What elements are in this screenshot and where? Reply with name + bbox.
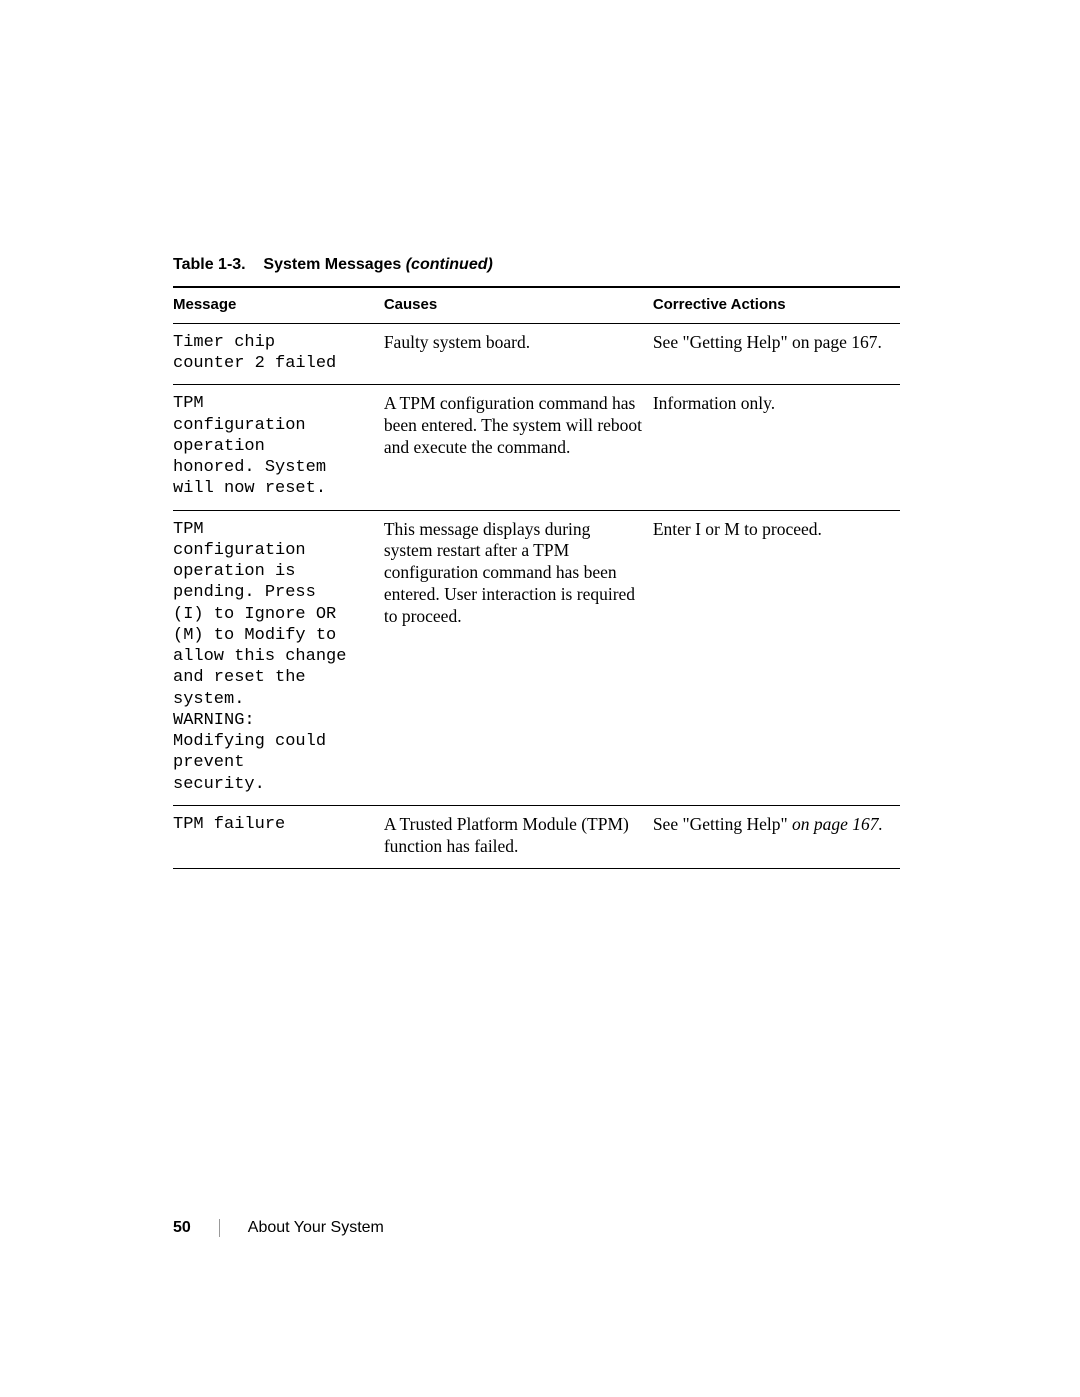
- action-italic: on page 167.: [792, 814, 883, 834]
- action-text: Enter I or M to proceed.: [653, 519, 822, 539]
- cell-cause: This message displays during system rest…: [384, 510, 653, 805]
- system-messages-table: Message Causes Corrective Actions Timer …: [173, 286, 900, 869]
- page: Table 1-3. System Messages (continued) M…: [0, 0, 1080, 1397]
- page-footer: 50 About Your System: [173, 1219, 384, 1237]
- table-row: TPM configuration operation is pending. …: [173, 510, 900, 805]
- cell-action: Information only.: [653, 385, 900, 510]
- table-caption: Table 1-3. System Messages (continued): [173, 256, 900, 274]
- page-number: 50: [173, 1219, 191, 1237]
- cell-action: See "Getting Help" on page 167.: [653, 323, 900, 385]
- header-actions: Corrective Actions: [653, 287, 900, 323]
- cell-cause: A TPM configuration command has been ent…: [384, 385, 653, 510]
- section-title: About Your System: [248, 1219, 384, 1237]
- cell-cause: A Trusted Platform Module (TPM) function…: [384, 805, 653, 868]
- table-row: Timer chip counter 2 failed Faulty syste…: [173, 323, 900, 385]
- cell-cause: Faulty system board.: [384, 323, 653, 385]
- caption-title: System Messages: [263, 256, 401, 273]
- caption-suffix: (continued): [406, 256, 493, 273]
- caption-label: Table 1-3.: [173, 256, 246, 273]
- message-text: TPM failure: [173, 814, 374, 835]
- cell-message: TPM configuration operation is pending. …: [173, 510, 384, 805]
- message-text: TPM configuration operation is pending. …: [173, 519, 374, 795]
- header-message: Message: [173, 287, 384, 323]
- cell-message: TPM configuration operation honored. Sys…: [173, 385, 384, 510]
- footer-divider: [219, 1219, 220, 1237]
- cell-action: Enter I or M to proceed.: [653, 510, 900, 805]
- message-text: Timer chip counter 2 failed: [173, 332, 374, 375]
- table-row: TPM configuration operation honored. Sys…: [173, 385, 900, 510]
- cell-message: TPM failure: [173, 805, 384, 868]
- cell-action: See "Getting Help" on page 167.: [653, 805, 900, 868]
- action-text: See "Getting Help": [653, 814, 792, 834]
- table-header-row: Message Causes Corrective Actions: [173, 287, 900, 323]
- table-row: TPM failure A Trusted Platform Module (T…: [173, 805, 900, 868]
- header-causes: Causes: [384, 287, 653, 323]
- action-text: See "Getting Help" on page 167.: [653, 332, 882, 352]
- action-text: Information only.: [653, 393, 775, 413]
- cell-message: Timer chip counter 2 failed: [173, 323, 384, 385]
- message-text: TPM configuration operation honored. Sys…: [173, 393, 374, 499]
